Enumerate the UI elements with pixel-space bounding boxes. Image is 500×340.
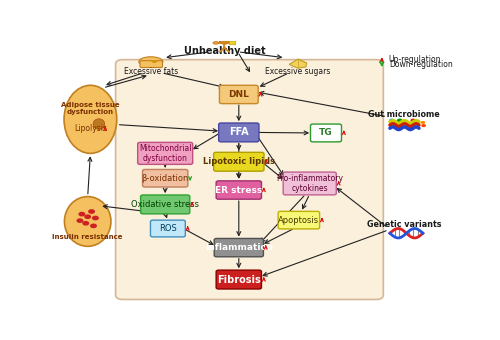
Text: Lipotoxic lipids: Lipotoxic lipids <box>203 157 275 166</box>
Circle shape <box>92 216 99 220</box>
FancyBboxPatch shape <box>230 41 235 45</box>
Text: Excessive sugars: Excessive sugars <box>266 67 331 76</box>
Text: Up-regulation: Up-regulation <box>389 55 442 64</box>
FancyBboxPatch shape <box>216 181 262 199</box>
Circle shape <box>78 212 86 217</box>
FancyBboxPatch shape <box>218 123 259 142</box>
Text: FFA: FFA <box>229 128 248 137</box>
Circle shape <box>84 215 91 219</box>
Circle shape <box>90 223 97 228</box>
FancyBboxPatch shape <box>140 61 162 68</box>
Text: Down-regulation: Down-regulation <box>389 60 452 69</box>
Text: Lipolysis: Lipolysis <box>74 124 107 133</box>
Text: ER stress: ER stress <box>215 186 262 194</box>
Ellipse shape <box>139 57 163 67</box>
Text: Oxidative stress: Oxidative stress <box>131 200 199 209</box>
FancyBboxPatch shape <box>214 152 264 171</box>
Circle shape <box>220 37 230 44</box>
Ellipse shape <box>213 41 219 44</box>
Text: Mitochondrial
dysfunction: Mitochondrial dysfunction <box>139 144 192 163</box>
Ellipse shape <box>64 85 117 153</box>
FancyBboxPatch shape <box>142 169 188 187</box>
FancyBboxPatch shape <box>216 270 262 289</box>
Text: Pro-inflammatory
cytokines: Pro-inflammatory cytokines <box>276 174 343 193</box>
Text: β-oxidation: β-oxidation <box>142 174 189 183</box>
Circle shape <box>88 209 95 214</box>
Circle shape <box>76 218 84 223</box>
Text: Gut microbiome: Gut microbiome <box>368 110 440 119</box>
FancyBboxPatch shape <box>138 142 192 164</box>
Text: ROS: ROS <box>159 224 177 233</box>
FancyBboxPatch shape <box>283 172 337 195</box>
Polygon shape <box>289 59 306 68</box>
Circle shape <box>420 121 425 124</box>
Text: Excessive fats: Excessive fats <box>124 67 179 76</box>
Circle shape <box>82 221 89 226</box>
Circle shape <box>422 124 426 127</box>
Text: TG: TG <box>319 129 333 137</box>
FancyBboxPatch shape <box>278 211 320 229</box>
FancyBboxPatch shape <box>150 220 186 237</box>
Text: Genetic variants: Genetic variants <box>367 220 442 229</box>
Circle shape <box>410 119 416 122</box>
Text: Insulin resistance: Insulin resistance <box>52 234 123 240</box>
Ellipse shape <box>152 60 157 63</box>
FancyBboxPatch shape <box>310 124 342 142</box>
Circle shape <box>389 119 394 122</box>
Text: Unhealthy diet: Unhealthy diet <box>184 46 266 56</box>
Text: Adipose tissue
dysfunction: Adipose tissue dysfunction <box>61 102 120 115</box>
Text: Apoptosis: Apoptosis <box>278 216 320 225</box>
Ellipse shape <box>64 197 111 246</box>
Circle shape <box>397 119 402 122</box>
Text: Fibrosis: Fibrosis <box>217 275 260 285</box>
FancyBboxPatch shape <box>220 85 258 104</box>
Text: Inflammation: Inflammation <box>205 243 273 252</box>
FancyBboxPatch shape <box>116 59 384 300</box>
FancyBboxPatch shape <box>214 238 264 257</box>
Ellipse shape <box>93 119 104 129</box>
Text: DNL: DNL <box>228 90 249 99</box>
FancyBboxPatch shape <box>140 195 190 214</box>
